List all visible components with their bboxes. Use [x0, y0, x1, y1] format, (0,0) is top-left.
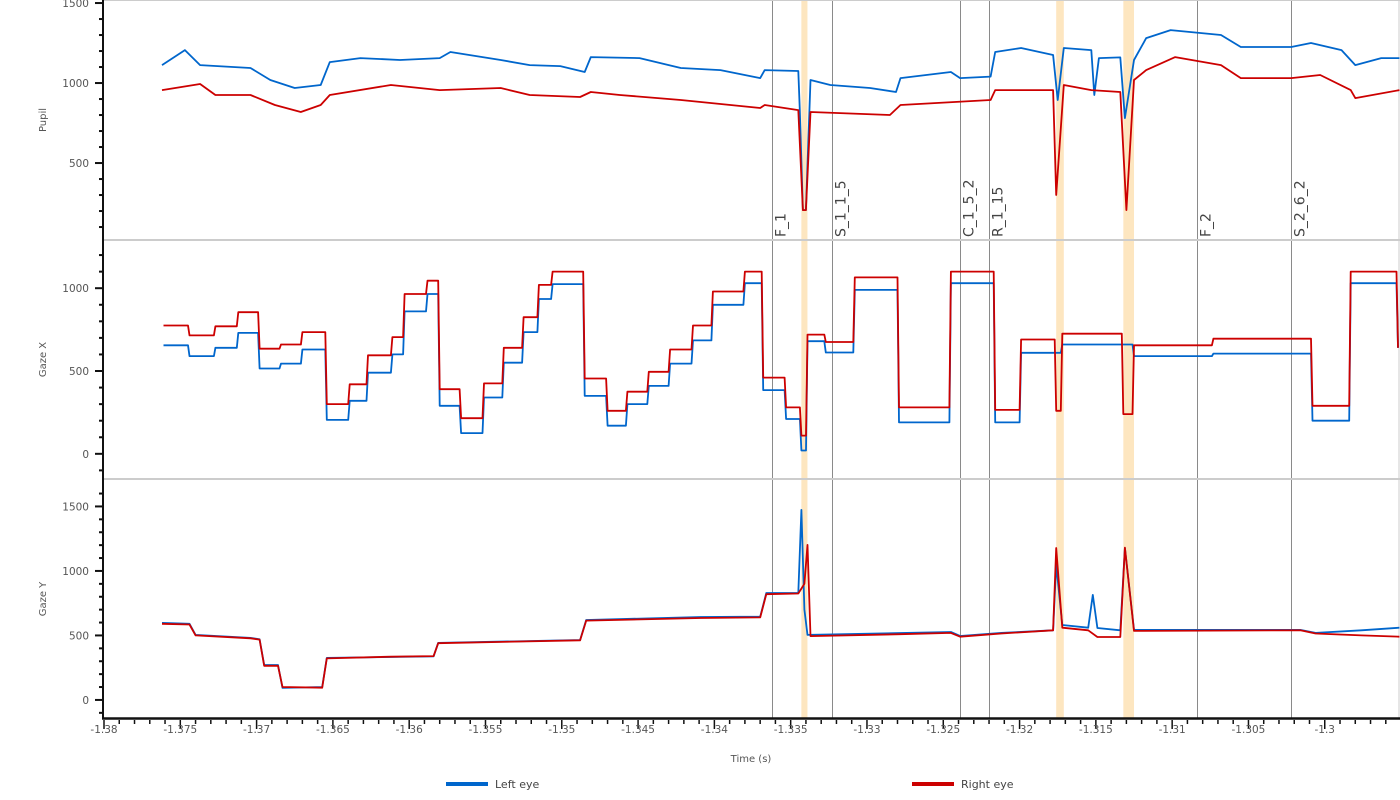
- blink-regions: [801, 0, 1135, 718]
- event-marker-label: R_1_15: [991, 187, 1007, 237]
- blink-region: [1123, 0, 1135, 718]
- series-lines: [161, 29, 1400, 689]
- series-pupil-left-eye: [161, 29, 1400, 211]
- y-tick-label: 1000: [62, 283, 89, 295]
- y-axis-title: Gaze Y: [38, 581, 49, 616]
- x-tick-label: -1.35: [548, 724, 575, 736]
- y-tick-label: 1000: [62, 78, 89, 90]
- x-tick-label: -1.36: [396, 724, 423, 736]
- x-tick-label: -1.37: [243, 724, 270, 736]
- x-tick-label: -1.375: [163, 724, 197, 736]
- y-tick-label: 1000: [62, 566, 89, 578]
- legend-label-right-eye: Right eye: [961, 778, 1014, 791]
- panel-frames: [104, 0, 1400, 718]
- x-tick-label: -1.345: [621, 724, 655, 736]
- x-tick-label: -1.38: [90, 724, 117, 736]
- x-tick-label: -1.31: [1159, 724, 1186, 736]
- y-axis-title: Gaze X: [38, 342, 49, 377]
- x-tick-label: -1.325: [926, 724, 960, 736]
- x-tick-label: -1.355: [469, 724, 503, 736]
- legend: Left eye Right eye: [446, 778, 1014, 791]
- x-tick-label: -1.3: [1315, 724, 1336, 736]
- y-tick-label: 0: [82, 695, 89, 707]
- series-gaze-x-left-eye: [163, 282, 1399, 452]
- x-tick-label: -1.335: [774, 724, 808, 736]
- x-tick-label: -1.34: [701, 724, 728, 736]
- blink-region: [801, 0, 808, 718]
- event-markers: F_1 S_1_1_5 C_1_5_2 R_1_15 F_2 S_2_6_2: [772, 0, 1309, 718]
- blink-region: [1056, 0, 1064, 718]
- y-axis-title: Pupil: [38, 108, 49, 132]
- event-marker-label: F_1: [774, 213, 790, 237]
- y-tick-label: 1500: [62, 0, 89, 10]
- y-axes: 500 1000 1500 Pupil 0 500 1000 Gaze X 0 500 1000 15…: [38, 0, 103, 714]
- x-axis: -1.38 -1.375 -1.37 -1.365 -1.36 -1.355 -1.35 -1…: [90, 0, 1400, 736]
- x-tick-label: -1.33: [853, 724, 880, 736]
- x-tick-label: -1.365: [316, 724, 350, 736]
- x-tick-label: -1.315: [1079, 724, 1113, 736]
- x-axis-title: Time (s): [730, 754, 772, 765]
- series-pupil-right-eye: [161, 56, 1400, 211]
- series-gaze-x-right-eye: [163, 270, 1399, 437]
- legend-label-left-eye: Left eye: [495, 778, 539, 791]
- y-tick-label: 1500: [62, 501, 89, 513]
- event-marker-label: F_2: [1199, 213, 1215, 237]
- event-marker-label: S_2_6_2: [1293, 180, 1309, 237]
- x-tick-label: -1.32: [1006, 724, 1033, 736]
- series-gaze-y-left-eye: [161, 509, 1400, 689]
- y-tick-label: 0: [82, 449, 89, 461]
- y-tick-label: 500: [69, 158, 89, 170]
- y-tick-label: 500: [69, 366, 89, 378]
- y-tick-label: 500: [69, 630, 89, 642]
- x-tick-label: -1.305: [1232, 724, 1266, 736]
- series-gaze-y-right-eye: [161, 544, 1400, 689]
- event-marker-label: S_1_1_5: [834, 180, 850, 237]
- event-marker-label: C_1_5_2: [962, 180, 978, 238]
